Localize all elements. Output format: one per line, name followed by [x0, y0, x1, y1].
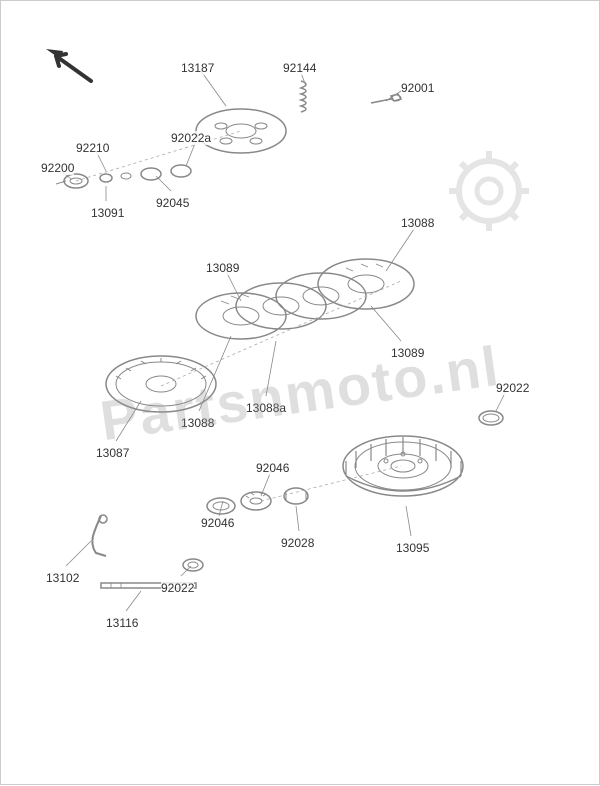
part-clutch-hub — [101, 346, 221, 421]
label-13088: 13088 — [401, 216, 434, 230]
label-13089: 13089 — [206, 261, 239, 275]
label-13088b: 13088 — [181, 416, 214, 430]
label-92046: 92046 — [256, 461, 289, 475]
label-92045: 92045 — [156, 196, 189, 210]
label-13095: 13095 — [396, 541, 429, 555]
direction-arrow — [41, 46, 101, 86]
part-bolt — [366, 91, 406, 116]
diagram-container: 13187 92144 92001 92022a 92210 92200 130… — [0, 0, 600, 785]
part-spring — [296, 76, 321, 116]
label-13089b: 13089 — [391, 346, 424, 360]
label-92210: 92210 — [76, 141, 109, 155]
label-92046b: 92046 — [201, 516, 234, 530]
label-92200: 92200 — [41, 161, 74, 175]
label-92001: 92001 — [401, 81, 434, 95]
label-92022c: 92022 — [161, 581, 194, 595]
label-92022b: 92022 — [496, 381, 529, 395]
label-92022a: 92022a — [171, 131, 211, 145]
part-clutch-basket — [336, 426, 471, 521]
label-92028: 92028 — [281, 536, 314, 550]
part-washer — [181, 556, 206, 574]
label-13087: 13087 — [96, 446, 129, 460]
part-ring — [476, 406, 506, 431]
label-13116: 13116 — [106, 616, 138, 630]
label-92144: 92144 — [283, 61, 316, 75]
label-13187: 13187 — [181, 61, 214, 75]
watermark-gear-icon — [439, 141, 539, 241]
label-13091: 13091 — [91, 206, 124, 220]
part-lever — [81, 511, 121, 561]
label-13088a: 13088a — [246, 401, 286, 415]
label-13102: 13102 — [46, 571, 79, 585]
